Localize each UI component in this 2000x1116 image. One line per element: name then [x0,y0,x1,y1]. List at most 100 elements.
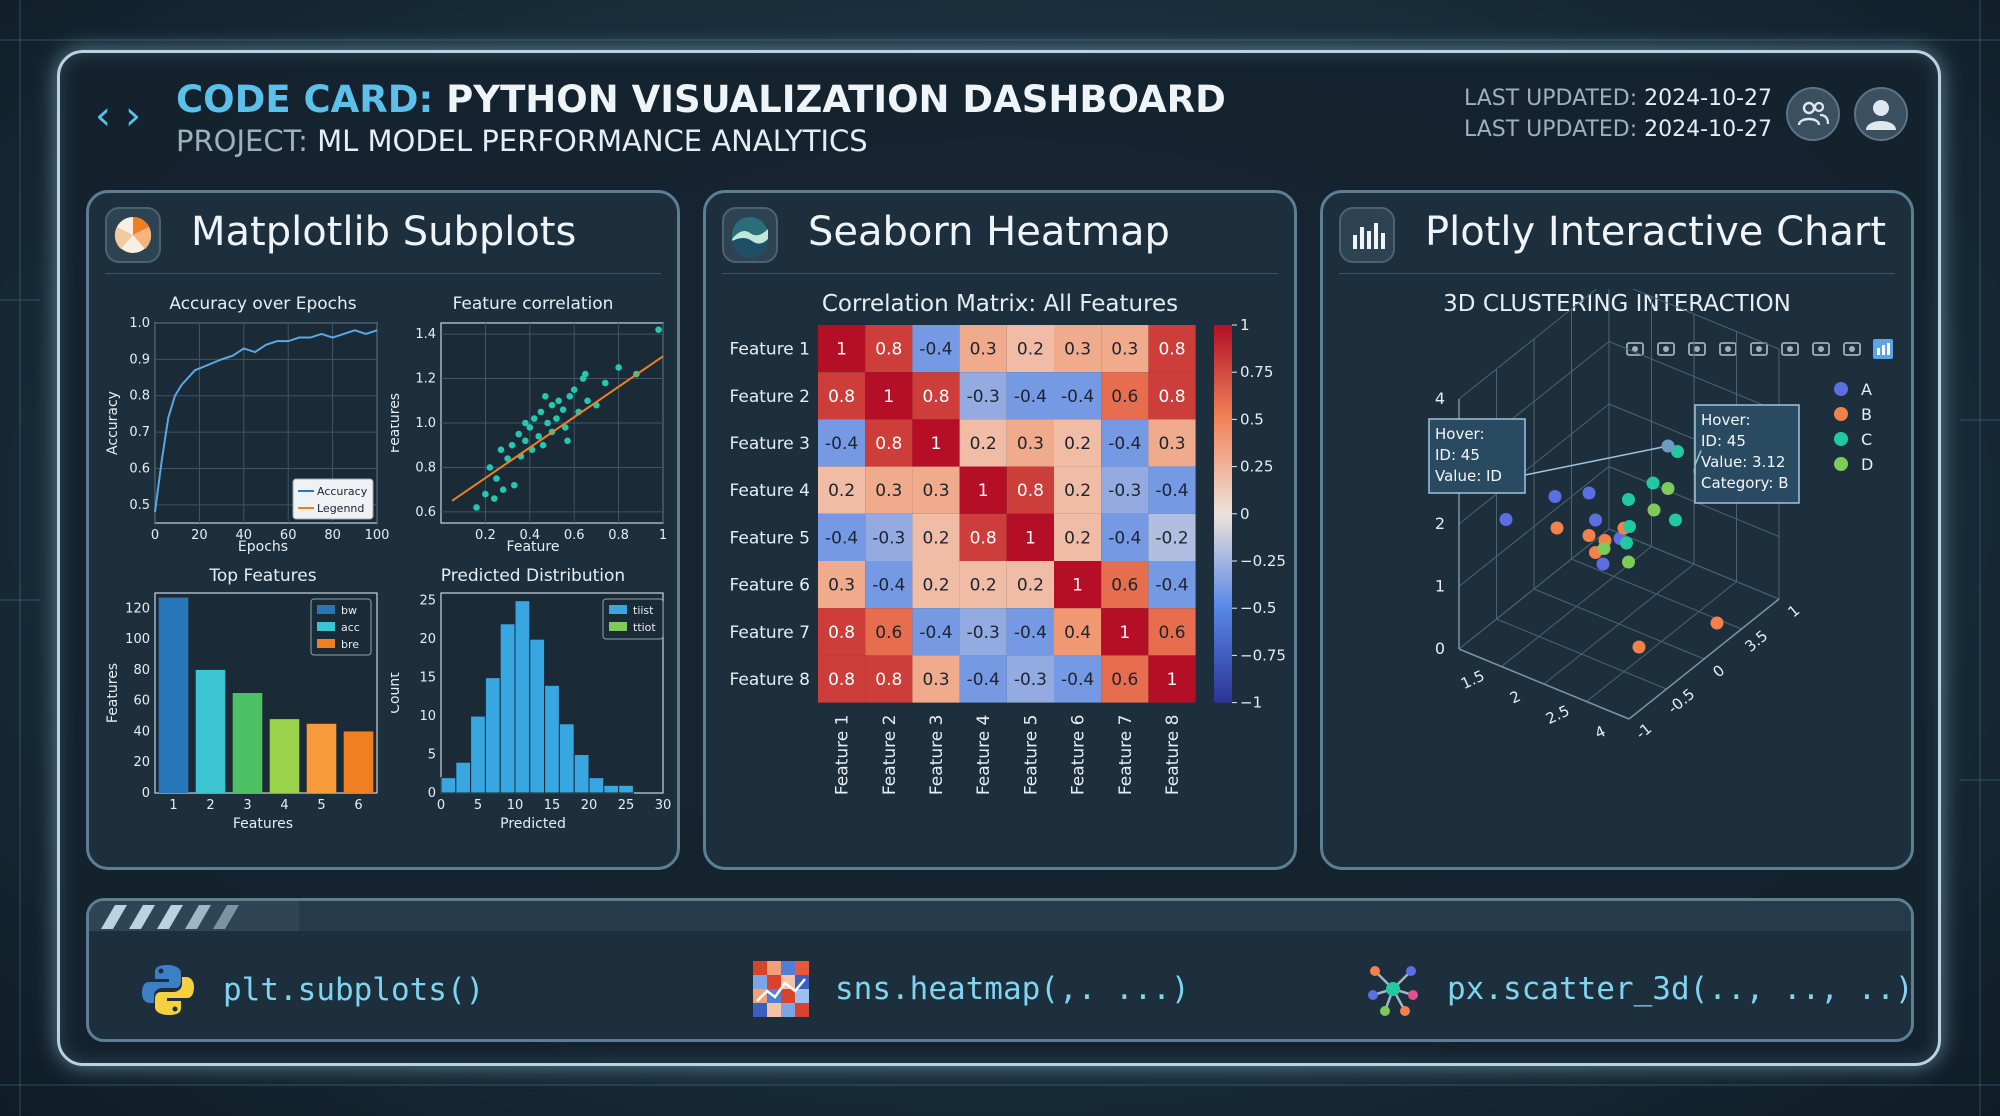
heatmap-cell [912,466,960,514]
profile-button[interactable] [1854,87,1908,141]
heatmap-cell [1054,608,1102,656]
heatmap-cell [959,513,1007,561]
legend-label: B [1861,405,1872,424]
cell-value: 0.6 [1111,576,1138,596]
correlation-heatmap: Correlation Matrix: All Features 1 0.8 -0.… [730,291,1286,795]
data-point-b [1582,529,1596,542]
data-point-b [1710,616,1724,630]
heatmap-cell [818,372,866,420]
modebar-glyph [1750,342,1768,356]
cell-value: 0.8 [1158,387,1185,407]
legend-marker [1834,382,1848,396]
cell-value: 1 [1025,528,1036,548]
heatmap-cell [865,608,913,656]
heatmap-cell [1101,466,1149,514]
x-tick-label: 2 [206,798,214,813]
legend-label: Legennd [317,502,364,515]
plotly-logo-icon[interactable] [1873,339,1893,359]
histogram-bar [618,784,634,794]
heatmap-cell [1054,372,1102,420]
modebar-glyph [1657,342,1675,356]
code-bar-strip [299,901,1911,931]
y-tick-label: 80 [133,663,150,678]
cell-value: -0.4 [919,340,952,360]
histogram-bar [558,723,575,794]
zoom-icon[interactable] [1657,342,1675,356]
tooltip-pointer [1694,450,1702,466]
scatter-point [535,433,542,440]
column-label: Feature 6 [1069,715,1089,795]
cell-value: 0.8 [828,387,855,407]
y-tick-label: 1.0 [415,416,436,431]
heatmap-cell [1006,561,1054,609]
panel-title: Matplotlib Subplots [191,209,577,255]
colorbar-tick-label: 1 [1240,316,1250,334]
data-point-a [1582,486,1596,500]
row-label: Feature 7 [730,623,810,643]
heatmap-cell [1101,561,1149,609]
scatter-point [515,430,522,438]
cell-value: 0.6 [875,623,902,643]
code-item-matplotlib[interactable]: plt.subplots() [139,961,484,1019]
autoscale-icon[interactable] [1781,342,1799,356]
cell-value: 0.3 [1064,340,1091,360]
column-label: Feature 1 [833,715,853,795]
colorbar-tick-label: 0.5 [1240,410,1264,428]
cell-value: 0.2 [970,576,997,596]
reset-icon[interactable] [1812,342,1830,356]
heatmap-cell [1101,325,1149,373]
cell-value: -0.4 [825,434,858,454]
heatmap-cell [1148,325,1196,373]
cell-value: 0.3 [875,481,902,501]
x-tick-label: 2 [1507,687,1523,707]
header-nav: ‹ › [95,96,141,136]
scatter-point [548,401,556,409]
team-button[interactable] [1786,87,1840,141]
scatter-point [559,406,567,413]
cell-value: -0.3 [967,387,1000,407]
scatter-point [499,486,507,493]
y-tick-label: 0.6 [415,505,436,520]
y-tick-label: 1.4 [415,327,436,342]
scatter-point [655,326,662,333]
plotly-panel-header: Plotly Interactive Chart [1339,207,1895,274]
x-tick-label: 0.4 [519,528,540,543]
toggle-spikes-icon[interactable] [1843,342,1861,356]
box-select-icon[interactable] [1750,342,1768,356]
x-tick-label: 0 [437,798,445,813]
modebar-glyph-dot [1849,346,1855,352]
heatmap-cell [1054,513,1102,561]
chevron-right-icon[interactable]: › [125,93,141,139]
code-item-seaborn[interactable]: sns.heatmap(,. ...) [753,961,1190,1017]
legend-label: C [1861,430,1872,449]
rotate-icon[interactable] [1719,342,1737,356]
bar [158,597,189,793]
heatmap-cell [1006,655,1054,703]
pan-icon[interactable] [1688,342,1706,356]
y-tick-label: 120 [125,601,150,616]
code-item-plotly[interactable]: px.scatter_3d(.., .., ..) [1365,961,1911,1017]
heatmap-cell [818,419,866,467]
cell-value: 1 [1072,576,1083,596]
chevron-left-icon[interactable]: ‹ [95,93,111,139]
tooltip-line: Value: 3.12 [1701,453,1785,471]
x-tick-label: 15 [544,798,561,813]
x-tick-label: 40 [236,528,253,543]
bar-chart-icon [1339,207,1395,263]
cell-value: 1 [836,340,847,360]
tooltip-line: ID: 45 [1701,432,1746,450]
legend-swatch [317,622,335,631]
modebar-glyph-dot [1694,346,1700,352]
heatmap-cell [912,655,960,703]
heatmap-cell [1054,325,1102,373]
heatmap-cell [865,419,913,467]
y-tick-label: 0.8 [129,389,150,404]
camera-icon[interactable] [1626,342,1644,356]
tooltip-line: ID: 45 [1435,446,1480,464]
scatter-point [522,437,529,445]
project-label: PROJECT: [176,124,308,158]
cell-value: 0.3 [922,481,949,501]
cell-value: -0.4 [1155,481,1188,501]
floor-grid-line [1571,558,1742,630]
